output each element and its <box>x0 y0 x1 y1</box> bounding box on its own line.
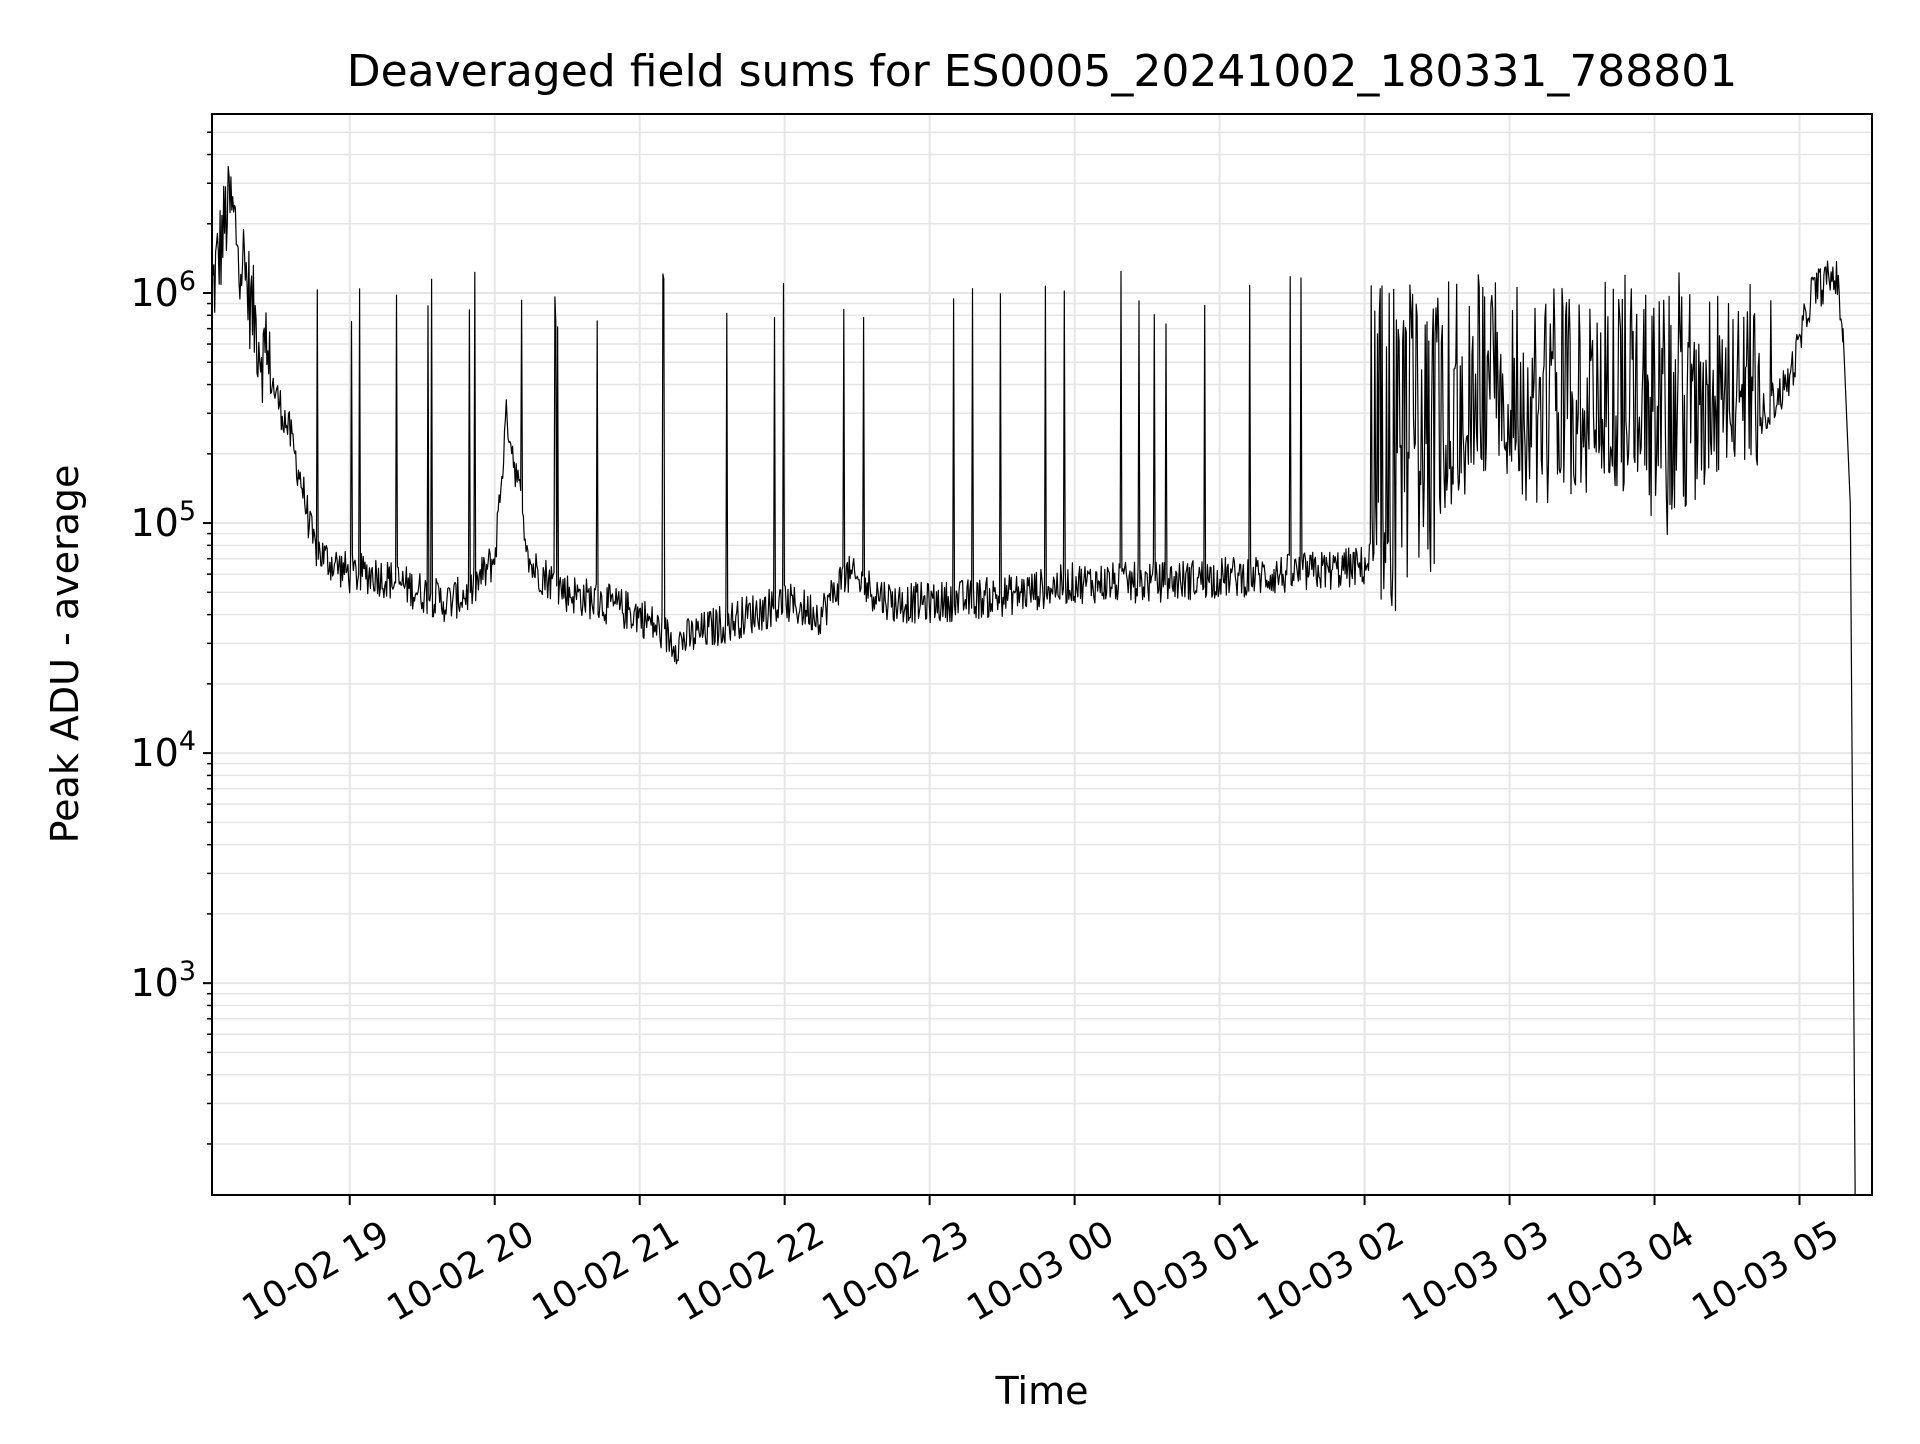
y-tick-label: 105 <box>130 496 196 545</box>
x-tick-label: 10-02 22 <box>670 1213 831 1329</box>
x-tick-label: 10-03 01 <box>1105 1213 1266 1329</box>
gridlines <box>212 114 1872 1195</box>
x-tick-label: 10-03 04 <box>1540 1213 1701 1329</box>
series-line <box>211 165 1856 1195</box>
y-tick-label: 104 <box>130 726 196 775</box>
x-tick-label: 10-03 02 <box>1250 1213 1411 1329</box>
y-axis-label: Peak ADU - average <box>43 465 87 844</box>
x-tick-label: 10-02 20 <box>381 1213 542 1329</box>
plot-frame <box>211 113 1873 1196</box>
x-tick-label: 10-03 05 <box>1685 1213 1846 1329</box>
chart-title: Deaveraged field sums for ES0005_2024100… <box>347 46 1738 97</box>
x-tick-label: 10-02 23 <box>815 1213 976 1329</box>
x-tick-label: 10-03 00 <box>960 1213 1121 1329</box>
x-tick-label: 10-03 03 <box>1395 1213 1556 1329</box>
x-tick-label: 10-02 19 <box>236 1213 397 1329</box>
x-tick-label: 10-02 21 <box>526 1213 687 1329</box>
y-tick-label: 106 <box>130 266 196 315</box>
x-axis-label: Time <box>995 1369 1089 1413</box>
y-tick-label: 103 <box>130 956 196 1005</box>
series-layer <box>211 165 1856 1195</box>
